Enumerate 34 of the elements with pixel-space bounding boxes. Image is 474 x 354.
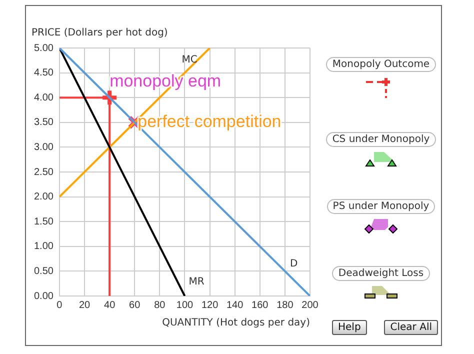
x-tick-label: 100 bbox=[176, 300, 194, 311]
text: CS under Monopoly bbox=[326, 132, 436, 147]
text: Help bbox=[332, 320, 367, 335]
y-tick-label: 0.00 bbox=[34, 290, 54, 302]
y-tick-label: 2.50 bbox=[34, 166, 54, 178]
text: Clear All bbox=[384, 320, 438, 335]
text: Monopoly Outcome bbox=[326, 57, 436, 72]
text: PS under Monopoly bbox=[326, 199, 436, 214]
x-axis-title: QUANTITY (Hot dogs per day) bbox=[162, 318, 310, 329]
x-tick-label: 60 bbox=[129, 300, 141, 311]
x-tick-label: 20 bbox=[78, 300, 91, 311]
series-label: MR bbox=[188, 276, 204, 288]
y-axis-title: PRICE (Dollars per hot dog) bbox=[31, 28, 168, 39]
annotation: perfect competition bbox=[138, 112, 282, 132]
y-tick-label: 3.50 bbox=[34, 117, 54, 128]
x-tick-label: 180 bbox=[276, 300, 294, 311]
y-tick-label: 2.00 bbox=[34, 192, 54, 203]
y-tick-label: 1.00 bbox=[34, 241, 54, 252]
x-tick-label: 120 bbox=[201, 300, 219, 311]
text: Deadweight Loss bbox=[332, 266, 430, 281]
y-tick-label: 0.50 bbox=[34, 266, 54, 277]
x-tick-label: 40 bbox=[104, 300, 116, 311]
series-label: D bbox=[290, 258, 298, 270]
y-tick-label: 1.50 bbox=[34, 216, 54, 228]
y-tick-label: 3.00 bbox=[34, 142, 54, 153]
x-tick-label: 160 bbox=[252, 300, 269, 311]
y-tick-label: 5.00 bbox=[34, 42, 54, 54]
y-tick-label: 4.00 bbox=[34, 92, 54, 104]
x-tick-label: 140 bbox=[226, 300, 244, 311]
y-tick-label: 4.50 bbox=[34, 68, 54, 79]
series-label: MC bbox=[182, 54, 198, 66]
x-tick-label: 80 bbox=[154, 300, 166, 311]
x-tick-label: 200 bbox=[302, 300, 319, 311]
x-tick-label: 0 bbox=[56, 300, 63, 311]
